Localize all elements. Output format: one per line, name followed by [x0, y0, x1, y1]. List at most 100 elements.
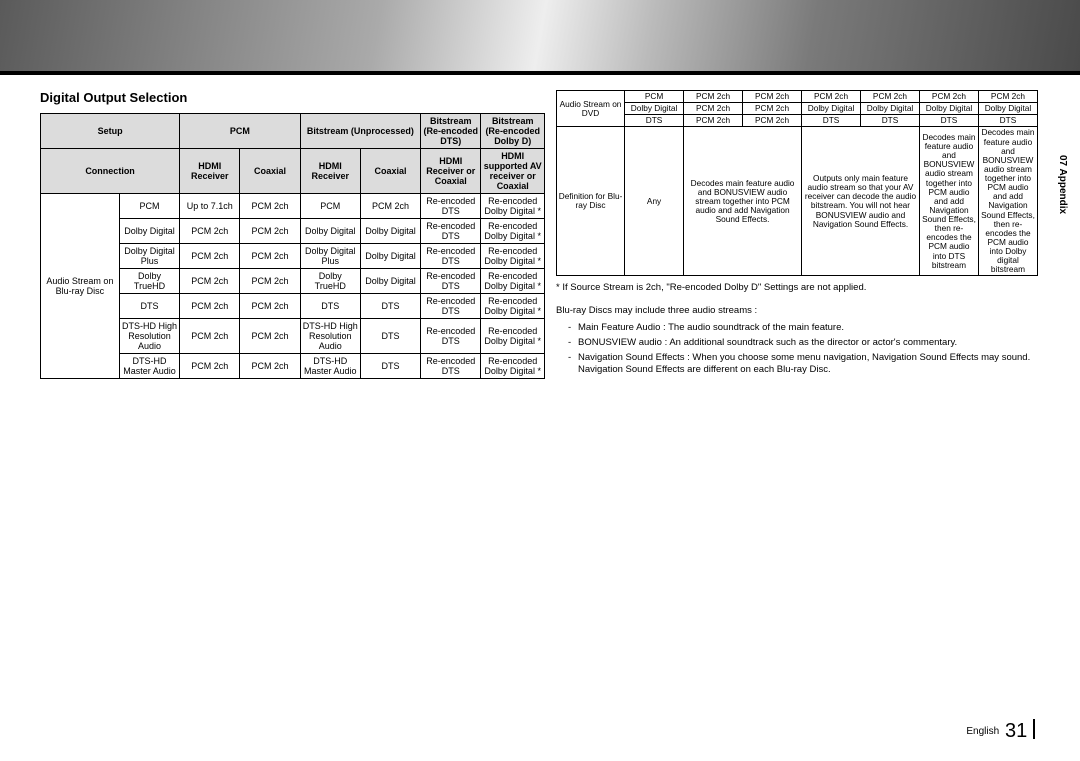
table-cell: PCM 2ch: [684, 115, 743, 127]
conn-bs-hdmi: HDMI Receiver: [300, 149, 360, 194]
left-column: Digital Output Selection Setup PCM Bitst…: [40, 90, 545, 379]
table-cell: DTS-HD Master Audio: [300, 354, 360, 379]
table-cell: PCM 2ch: [240, 354, 300, 379]
note-b2: BONUSVIEW audio : An additional soundtra…: [568, 337, 1038, 350]
table-cell: Dolby Digital: [861, 103, 920, 115]
definition-table: Definition for Blu-ray Disc Any Decodes …: [556, 126, 1038, 276]
table-cell: Re-encoded DTS: [421, 294, 481, 319]
table-row: Audio Stream on Blu-ray DiscPCMUp to 7.1…: [41, 194, 545, 219]
table-cell: Re-encoded DTS: [421, 319, 481, 354]
table-cell: DTS-HD High Resolution Audio: [300, 319, 360, 354]
conn-dd: HDMI supported AV receiver or Coaxial: [481, 149, 545, 194]
table-row: Audio Stream on DVDPCMPCM 2chPCM 2chPCM …: [557, 91, 1038, 103]
table-cell: Dolby Digital: [360, 269, 420, 294]
table-cell: Dolby Digital: [119, 219, 179, 244]
head-bitstream-dd: Bitstream (Re-encoded Dolby D): [481, 114, 545, 149]
note-lead: Blu-ray Discs may include three audio st…: [556, 305, 1038, 318]
head-setup: Setup: [41, 114, 180, 149]
def-row-label: Definition for Blu-ray Disc: [557, 127, 625, 276]
table-cell: PCM 2ch: [240, 319, 300, 354]
table-cell: DTS-HD Master Audio: [119, 354, 179, 379]
table-cell: Dolby Digital Plus: [119, 244, 179, 269]
table-cell: PCM 2ch: [684, 103, 743, 115]
footer-bar-icon: [1033, 719, 1035, 739]
def-any: Any: [625, 127, 684, 276]
table-cell: Dolby TrueHD: [119, 269, 179, 294]
table-cell: Re-encoded Dolby Digital *: [481, 219, 545, 244]
table-cell: Dolby Digital: [919, 103, 978, 115]
table-cell: Dolby Digital: [625, 103, 684, 115]
table-row: Dolby DigitalPCM 2chPCM 2chDolby Digital…: [557, 103, 1038, 115]
page-content: 07 Appendix Digital Output Selection Set…: [0, 75, 1080, 761]
table-cell: PCM 2ch: [180, 244, 240, 269]
table-cell: DTS: [978, 115, 1037, 127]
notes: * If Source Stream is 2ch, "Re-encoded D…: [556, 282, 1038, 377]
head-bitstream-un: Bitstream (Unprocessed): [300, 114, 421, 149]
table-cell: DTS: [861, 115, 920, 127]
conn-dts: HDMI Receiver or Coaxial: [421, 149, 481, 194]
table-cell: Dolby Digital: [360, 244, 420, 269]
table-cell: PCM 2ch: [684, 91, 743, 103]
table-cell: PCM: [300, 194, 360, 219]
table-row: DTSPCM 2chPCM 2chDTSDTSDTSDTS: [557, 115, 1038, 127]
head-connection: Connection: [41, 149, 180, 194]
table-cell: Re-encoded Dolby Digital *: [481, 294, 545, 319]
table-cell: Re-encoded DTS: [421, 269, 481, 294]
row-group-label: Audio Stream on DVD: [557, 91, 625, 127]
head-pcm: PCM: [180, 114, 301, 149]
table-cell: Dolby Digital: [360, 219, 420, 244]
table-cell: Re-encoded Dolby Digital *: [481, 244, 545, 269]
table-cell: Re-encoded DTS: [421, 244, 481, 269]
table-cell: PCM 2ch: [180, 319, 240, 354]
section-title: Digital Output Selection: [40, 90, 545, 105]
table-cell: PCM 2ch: [861, 91, 920, 103]
conn-pcm-hdmi: HDMI Receiver: [180, 149, 240, 194]
table-cell: DTS: [119, 294, 179, 319]
table-cell: PCM 2ch: [240, 294, 300, 319]
table-cell: PCM 2ch: [240, 244, 300, 269]
table-cell: PCM 2ch: [180, 219, 240, 244]
side-tab: 07 Appendix: [1057, 155, 1068, 214]
table-cell: PCM 2ch: [360, 194, 420, 219]
conn-pcm-coax: Coaxial: [240, 149, 300, 194]
def-bitstream: Outputs only main feature audio stream s…: [802, 127, 920, 276]
table-cell: Re-encoded Dolby Digital *: [481, 269, 545, 294]
top-banner: [0, 0, 1080, 75]
table-cell: Dolby Digital: [300, 219, 360, 244]
table-cell: PCM 2ch: [743, 91, 802, 103]
table-cell: PCM 2ch: [240, 269, 300, 294]
dvd-audio-table: Audio Stream on DVDPCMPCM 2chPCM 2chPCM …: [556, 90, 1038, 127]
note-b1: Main Feature Audio : The audio soundtrac…: [568, 322, 1038, 335]
table-cell: Re-encoded Dolby Digital *: [481, 354, 545, 379]
table-cell: DTS: [300, 294, 360, 319]
note-star: * If Source Stream is 2ch, "Re-encoded D…: [556, 282, 1038, 295]
table-cell: PCM 2ch: [240, 219, 300, 244]
table-cell: DTS-HD High Resolution Audio: [119, 319, 179, 354]
table-cell: Dolby TrueHD: [300, 269, 360, 294]
footer-page-number: 31: [1005, 720, 1027, 742]
table-cell: Re-encoded DTS: [421, 354, 481, 379]
table-cell: PCM 2ch: [180, 294, 240, 319]
table-cell: Dolby Digital Plus: [300, 244, 360, 269]
table-cell: DTS: [360, 294, 420, 319]
def-dd: Decodes main feature audio and BONUSVIEW…: [978, 127, 1037, 276]
table-cell: PCM: [119, 194, 179, 219]
table-cell: DTS: [360, 319, 420, 354]
table-cell: DTS: [625, 115, 684, 127]
note-b3: Navigation Sound Effects : When you choo…: [568, 352, 1038, 378]
table-cell: Up to 7.1ch: [180, 194, 240, 219]
table-cell: Re-encoded DTS: [421, 194, 481, 219]
table-cell: Re-encoded Dolby Digital *: [481, 319, 545, 354]
page-footer: English 31: [966, 719, 1035, 743]
table-cell: PCM 2ch: [802, 91, 861, 103]
row-group-label: Audio Stream on Blu-ray Disc: [41, 194, 120, 379]
right-column: Audio Stream on DVDPCMPCM 2chPCM 2chPCM …: [556, 90, 1038, 379]
table-cell: PCM 2ch: [240, 194, 300, 219]
table-cell: PCM 2ch: [743, 115, 802, 127]
table-cell: PCM 2ch: [743, 103, 802, 115]
def-dts: Decodes main feature audio and BONUSVIEW…: [919, 127, 978, 276]
table-cell: PCM 2ch: [180, 269, 240, 294]
table-cell: Dolby Digital: [978, 103, 1037, 115]
table-cell: Re-encoded Dolby Digital *: [481, 194, 545, 219]
table-cell: PCM 2ch: [978, 91, 1037, 103]
